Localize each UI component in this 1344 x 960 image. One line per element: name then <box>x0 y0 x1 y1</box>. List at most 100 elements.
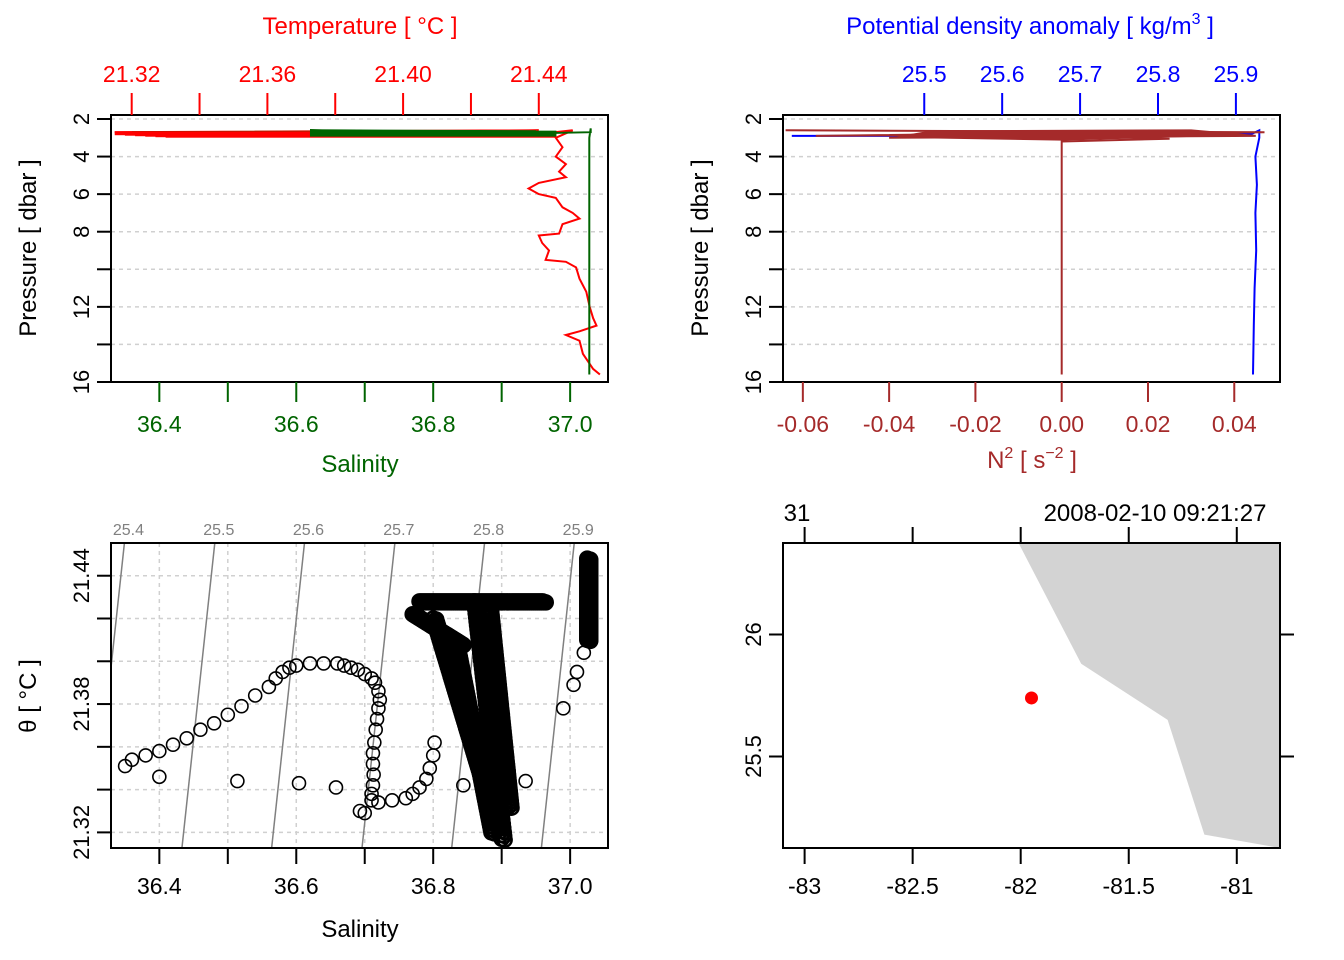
isopycnal-labels: 25.4 25.5 25.6 25.7 25.8 25.9 <box>113 522 594 539</box>
data-point <box>152 769 167 785</box>
data-point <box>371 701 386 716</box>
data-point <box>247 688 263 703</box>
y-tick-label: 2 <box>741 113 766 125</box>
y-tick-label: 12 <box>69 295 94 319</box>
isopycnal-label: 25.8 <box>473 522 504 539</box>
data-point <box>282 660 297 675</box>
data-point <box>234 698 249 714</box>
series-line-potential-density-anomaly <box>791 128 1261 375</box>
x-tick-label: -82 <box>1004 873 1037 899</box>
data-point <box>364 671 379 686</box>
station-label: 31 <box>784 500 811 527</box>
bottom-axis-ticks: 36.4 36.6 36.8 37.0 <box>137 382 593 437</box>
isopycnal-line <box>361 543 396 848</box>
data-point <box>555 701 571 716</box>
data-point <box>288 658 304 673</box>
series-line-n2 <box>785 129 1265 375</box>
plot-frame <box>782 542 1281 849</box>
data-point <box>486 825 503 842</box>
top-tick-label: 21.36 <box>239 61 297 87</box>
top-tick-label: 25.9 <box>1214 61 1259 87</box>
x-axis-title: Salinity <box>321 916 398 943</box>
y-axis-ticks: 2 4 6 8 12 16 <box>741 113 783 394</box>
top-axis-ticks: 21.32 21.36 21.40 21.44 <box>103 61 568 115</box>
data-point <box>357 805 373 821</box>
top-axis-title: Potential density anomaly [ kg/m3 ] <box>846 11 1214 40</box>
isopycnal-label: 25.7 <box>383 522 414 539</box>
data-point <box>518 773 533 789</box>
data-point <box>124 752 140 767</box>
plot-frame <box>110 114 609 383</box>
station-dot <box>1025 691 1038 705</box>
data-point <box>419 771 434 787</box>
isopycnal-line <box>270 543 306 848</box>
panel-density-n2-profile: 25.5 25.6 25.7 25.8 25.9 -0.06 -0.04 -0.02 0.00… <box>687 11 1281 474</box>
panel-temperature-salinity-profile: 21.32 21.36 21.40 21.44 36.4 36.6 36.8 37.0 2 4… <box>15 13 609 478</box>
series-group <box>785 128 1265 375</box>
data-point <box>427 735 442 750</box>
isopycnal-label: 25.9 <box>563 522 594 539</box>
data-point <box>330 656 345 671</box>
data-point <box>179 730 195 746</box>
grid-lines <box>783 118 1280 383</box>
top-tick-label: 25.6 <box>980 61 1025 87</box>
data-point <box>367 675 383 690</box>
series-group <box>114 128 601 376</box>
y-tick-label: 21.44 <box>69 548 94 603</box>
data-point <box>302 656 318 671</box>
panel-ts-diagram: 25.4 25.5 25.6 25.7 25.8 25.9 36.4 36.6 36.8 37.… <box>15 522 609 943</box>
data-point <box>193 722 208 738</box>
data-point <box>336 658 352 673</box>
y-tick-label: 21.38 <box>69 677 94 732</box>
y-tick-label: 16 <box>69 370 94 394</box>
y-tick-label: 25.5 <box>741 735 766 778</box>
data-point <box>206 716 222 731</box>
data-point <box>501 763 516 778</box>
station-marker <box>1025 691 1038 705</box>
data-point <box>566 677 581 693</box>
data-point <box>456 778 471 793</box>
data-point <box>372 692 388 708</box>
top-axis-ticks: 25.5 25.6 25.7 25.8 25.9 <box>902 61 1258 115</box>
land-area <box>1018 543 1280 848</box>
data-point <box>384 793 400 808</box>
data-point <box>230 773 245 789</box>
x-tick-label: -81 <box>1220 873 1253 899</box>
x-tick-label: 36.6 <box>274 873 319 899</box>
series-line-temperature <box>114 129 601 376</box>
y-tick-label: 21.32 <box>69 805 94 860</box>
y-tick-label: 8 <box>741 226 766 238</box>
bottom-tick-label: 37.0 <box>548 411 593 437</box>
data-point <box>576 645 592 661</box>
data-point <box>365 778 381 793</box>
bottom-axis-title: N2 [ s−2 ] <box>987 445 1077 474</box>
isopycnal-line <box>181 543 216 848</box>
top-tick-label: 21.32 <box>103 61 161 87</box>
bottom-tick-label: 0.04 <box>1212 411 1257 437</box>
data-point <box>316 656 331 671</box>
plot-frame <box>110 542 609 849</box>
x-tick-label: 37.0 <box>548 873 593 899</box>
bottom-tick-label: 0.02 <box>1126 411 1171 437</box>
x-tick-label: -82.5 <box>886 873 938 899</box>
y-tick-label: 2 <box>69 113 94 125</box>
isopycnal-line <box>540 543 575 848</box>
data-point <box>165 737 181 752</box>
data-point <box>569 664 585 680</box>
y-tick-label: 8 <box>69 226 94 238</box>
isopycnal-label: 25.6 <box>293 522 324 539</box>
grid-lines <box>111 118 608 383</box>
n2-surface-band <box>889 129 1256 141</box>
data-point <box>365 756 381 772</box>
y-axis-title: θ [ °C ] <box>15 659 42 733</box>
x-axis-ticks: -83 -82.5 -82 -81.5 -81 <box>788 848 1253 899</box>
isopycnal-line <box>111 543 126 675</box>
y-axis-ticks: 25.5 26 <box>741 622 1294 778</box>
y-tick-label: 6 <box>741 188 766 200</box>
x-tick-label: 36.4 <box>137 873 182 899</box>
data-point <box>328 780 344 795</box>
isopycnal-label: 25.4 <box>113 522 144 539</box>
bottom-tick-label: 0.00 <box>1039 411 1084 437</box>
data-point <box>365 745 381 761</box>
data-point <box>371 795 386 810</box>
